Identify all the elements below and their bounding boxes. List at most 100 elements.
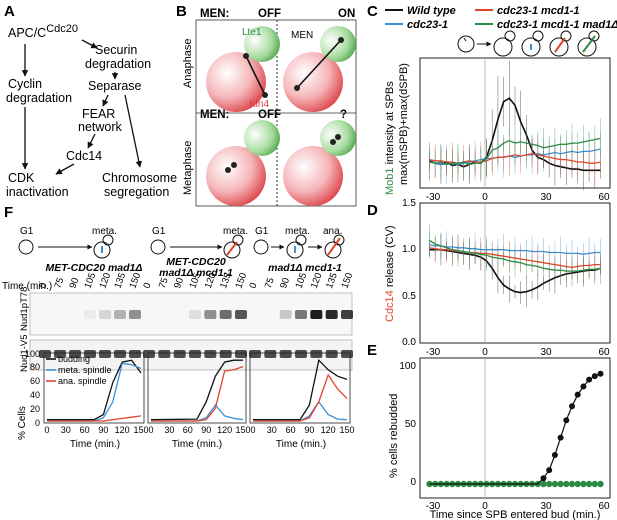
f-cell-meta-3 [286, 241, 304, 259]
e-xlabel: Time since SPB entered bud (min.) [430, 509, 601, 520]
d-ytick-1: 0.5 [402, 291, 416, 302]
series-c-series-3 [429, 137, 601, 166]
f-cell-g1-1 [18, 239, 34, 255]
e-point-mutant-27 [580, 480, 587, 488]
f-xtick-0-0: 0 [44, 425, 49, 435]
e-point-wt-22 [551, 452, 558, 458]
schem-c-cell2 [521, 37, 541, 57]
f-xtick-2-2: 60 [286, 425, 296, 435]
f-time-label: Time (min.) [2, 281, 52, 292]
f-bud-meta-3 [295, 234, 307, 246]
f-meta-1: meta. [92, 226, 117, 237]
arrow-fear-cdc14 [87, 133, 96, 149]
e-point-mutant-25 [568, 480, 576, 488]
f-xtick-1-2: 60 [183, 425, 193, 435]
f-band-2-0-1 [54, 350, 66, 358]
cdk-label-1: CDK [8, 171, 35, 185]
e-point-mutant-29 [591, 480, 598, 488]
f-band-2-2-5 [325, 350, 338, 358]
panel-f: G1 meta. G1 meta. G1 meta. ana. [2, 226, 355, 450]
spb-tr-1 [294, 85, 300, 91]
f-xticks: 0 30 60 90 120 150 0 30 60 90 120 150 0 30 60 90 120 150 [44, 425, 354, 435]
spb-bl-1 [225, 167, 231, 173]
f-time-1-4: 120 [203, 271, 219, 290]
c-xtick-2: 0 [482, 192, 488, 203]
f-blot-label-2: Nud1-V5 [19, 335, 30, 373]
f-band-1-1-4 [204, 310, 217, 319]
f-band-1-2-4 [310, 310, 323, 319]
f-time-0-5: 135 [112, 271, 128, 290]
spb-bl-2 [231, 162, 237, 168]
series-d-series-3 [429, 239, 601, 272]
f-xtick-0-4: 120 [115, 425, 130, 435]
f-time-0-6: 150 [127, 271, 143, 290]
f-xtick-0-5: 150 [133, 425, 148, 435]
f-cell-g1-2 [150, 239, 166, 255]
f-band-1-2-2 [279, 310, 292, 319]
f-cell-meta-1 [93, 241, 111, 259]
f-band-2-0-0 [39, 350, 51, 358]
f-band-2-2-3 [295, 350, 307, 358]
metaphase-label: Metaphase [182, 141, 194, 195]
f-strain-3: mad1Δ mcd1-1 [268, 262, 342, 274]
f-xlabel-3: Time (min.) [276, 439, 326, 450]
e-line-wt [429, 373, 601, 485]
f-time-1-2: 90 [172, 276, 186, 290]
panel-b-cells: MEN: OFF ON MEN: OFF ? Anaphase Metaphas… [182, 8, 357, 207]
spb-tl-2 [262, 92, 268, 98]
men-small-label: MEN [291, 30, 313, 41]
anaphase-label: Anaphase [182, 38, 194, 88]
f-series-1-0 [150, 359, 243, 421]
f-time-1-1: 75 [157, 276, 171, 290]
e-xtick-1: -30 [426, 501, 441, 512]
separase-label: Separase [88, 79, 142, 93]
f-time-2-4: 120 [309, 271, 325, 290]
f-band-1-0-3 [84, 310, 96, 319]
f-band-1-2-5 [325, 310, 338, 319]
f-blot-bands [39, 310, 353, 358]
f-band-2-0-2 [69, 350, 81, 358]
f-xtick-1-5: 150 [235, 425, 250, 435]
chromosome-label-2: segregation [104, 185, 169, 199]
bud-cell-tl [244, 26, 280, 62]
panel-c-plot: -30 0 30 60 Mob1 intensity at SPBs max(m… [384, 57, 611, 203]
f-time-0-3: 105 [82, 271, 98, 290]
f-meta-3: meta. [285, 226, 310, 237]
f-series-1-2 [151, 365, 244, 422]
mother-cell-tr [283, 52, 343, 112]
fear-label-1: FEAR [82, 107, 115, 121]
f-band-1-0-4 [99, 310, 111, 319]
f-time-0-2: 90 [67, 276, 81, 290]
mother-cell-bl [206, 146, 266, 206]
f-legend-meta: meta. spindle [58, 365, 112, 375]
d-xtick-2: 0 [482, 347, 488, 358]
d-ytick-0: 0.0 [402, 337, 416, 348]
schem-c-cell1 [493, 37, 513, 57]
f-band-2-1-0 [143, 350, 155, 358]
schem-c-bud2 [532, 30, 544, 42]
f-series-2-0 [253, 358, 348, 421]
d-ylabel: Cdc14 release (CV) [384, 225, 396, 322]
panel-e-frame [419, 357, 611, 499]
panel-d-series [429, 224, 601, 308]
e-point-wt-21 [546, 467, 553, 474]
f-legend-budding: budding [58, 354, 90, 364]
f-xtick-2-5: 150 [339, 425, 354, 435]
f-band-1-0-5 [114, 310, 126, 319]
f-time-1-6: 150 [233, 271, 249, 290]
schem-c-cell4 [577, 37, 597, 57]
d-xtick-1: -30 [426, 347, 441, 358]
e-xtick-4: 60 [598, 501, 610, 512]
f-xlabel-2: Time (min.) [172, 439, 222, 450]
spb-br-1 [330, 139, 336, 145]
securin-label-2: degradation [85, 57, 151, 71]
f-band-2-1-4 [204, 350, 217, 358]
f-ana-3: ana. [323, 226, 342, 237]
f-band-2-0-5 [114, 350, 126, 358]
f-band-1-1-6 [235, 310, 247, 319]
f-xlabel-1: Time (min.) [70, 439, 120, 450]
cdk-label-2: inactivation [6, 185, 69, 199]
legend-wt: Wild type [407, 5, 456, 17]
kin4-label: Kin4 [249, 99, 269, 110]
